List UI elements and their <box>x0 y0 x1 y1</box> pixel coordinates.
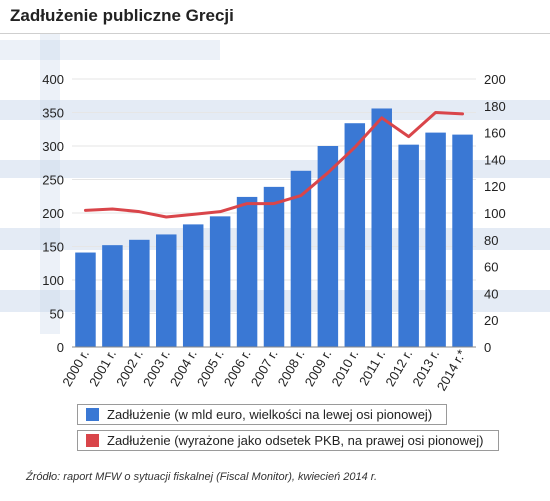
right-axis-tick-label: 0 <box>484 340 491 355</box>
bar <box>209 216 231 347</box>
legend-swatch-line <box>86 434 99 447</box>
right-axis-tick-label: 200 <box>484 72 506 87</box>
right-axis-tick-label: 40 <box>484 286 498 301</box>
left-axis-tick-label: 400 <box>42 72 64 87</box>
bar <box>156 234 177 347</box>
source-note: Źródło: raport MFW o sytuacji fiskalnej … <box>26 471 378 483</box>
chart-area: 0 50 100 150 200 250 300 350 400 0 20 40 60 80 100 120 1… <box>0 34 550 396</box>
left-axis-tick-label: 100 <box>42 273 64 288</box>
bar <box>182 224 204 347</box>
right-axis-tick-label: 140 <box>484 152 506 167</box>
left-axis-tick-label: 150 <box>42 240 64 255</box>
chart-title: Zadłużenie publiczne Grecji <box>10 6 234 25</box>
right-axis-tick-label: 180 <box>484 99 506 114</box>
bar <box>425 132 446 347</box>
right-axis-tick-label: 160 <box>484 126 506 141</box>
bar <box>129 239 150 347</box>
bar <box>102 245 123 347</box>
right-axis-tick-label: 60 <box>484 260 498 275</box>
legend-item-bar: Zadłużenie (w mld euro, wielkości na lew… <box>77 404 447 425</box>
left-axis-tick-label: 250 <box>42 173 64 188</box>
bar <box>317 146 339 347</box>
series-line <box>83 111 465 219</box>
bar <box>263 186 285 347</box>
right-axis-tick-label: 120 <box>484 179 506 194</box>
right-axis-tick-label: 20 <box>484 313 498 328</box>
bar <box>398 144 419 347</box>
bar <box>452 134 473 347</box>
left-axis-tick-label: 0 <box>57 340 64 355</box>
flag-stripe <box>0 100 550 120</box>
bar <box>236 196 258 347</box>
title-divider <box>0 33 550 34</box>
right-axis-tick-label: 100 <box>484 206 506 221</box>
left-axis-tick-label: 50 <box>50 307 64 322</box>
legend-item-line: Zadłużenie (wyrażone jako odsetek PKB, n… <box>77 430 499 451</box>
legend-label-line: Zadłużenie (wyrażone jako odsetek PKB, n… <box>107 433 484 448</box>
left-axis-tick-label: 300 <box>42 139 64 154</box>
flag-cross-vertical <box>40 34 60 334</box>
flag-cross-horizontal <box>0 40 220 60</box>
bar <box>75 252 96 347</box>
right-axis-tick-label: 80 <box>484 233 498 248</box>
legend-swatch-bar <box>86 408 99 421</box>
legend-label-bar: Zadłużenie (w mld euro, wielkości na lew… <box>107 407 433 422</box>
left-axis-tick-label: 200 <box>42 206 64 221</box>
bar <box>344 123 366 347</box>
left-axis-tick-label: 350 <box>42 106 64 121</box>
bar <box>371 108 392 347</box>
bar <box>290 170 312 347</box>
